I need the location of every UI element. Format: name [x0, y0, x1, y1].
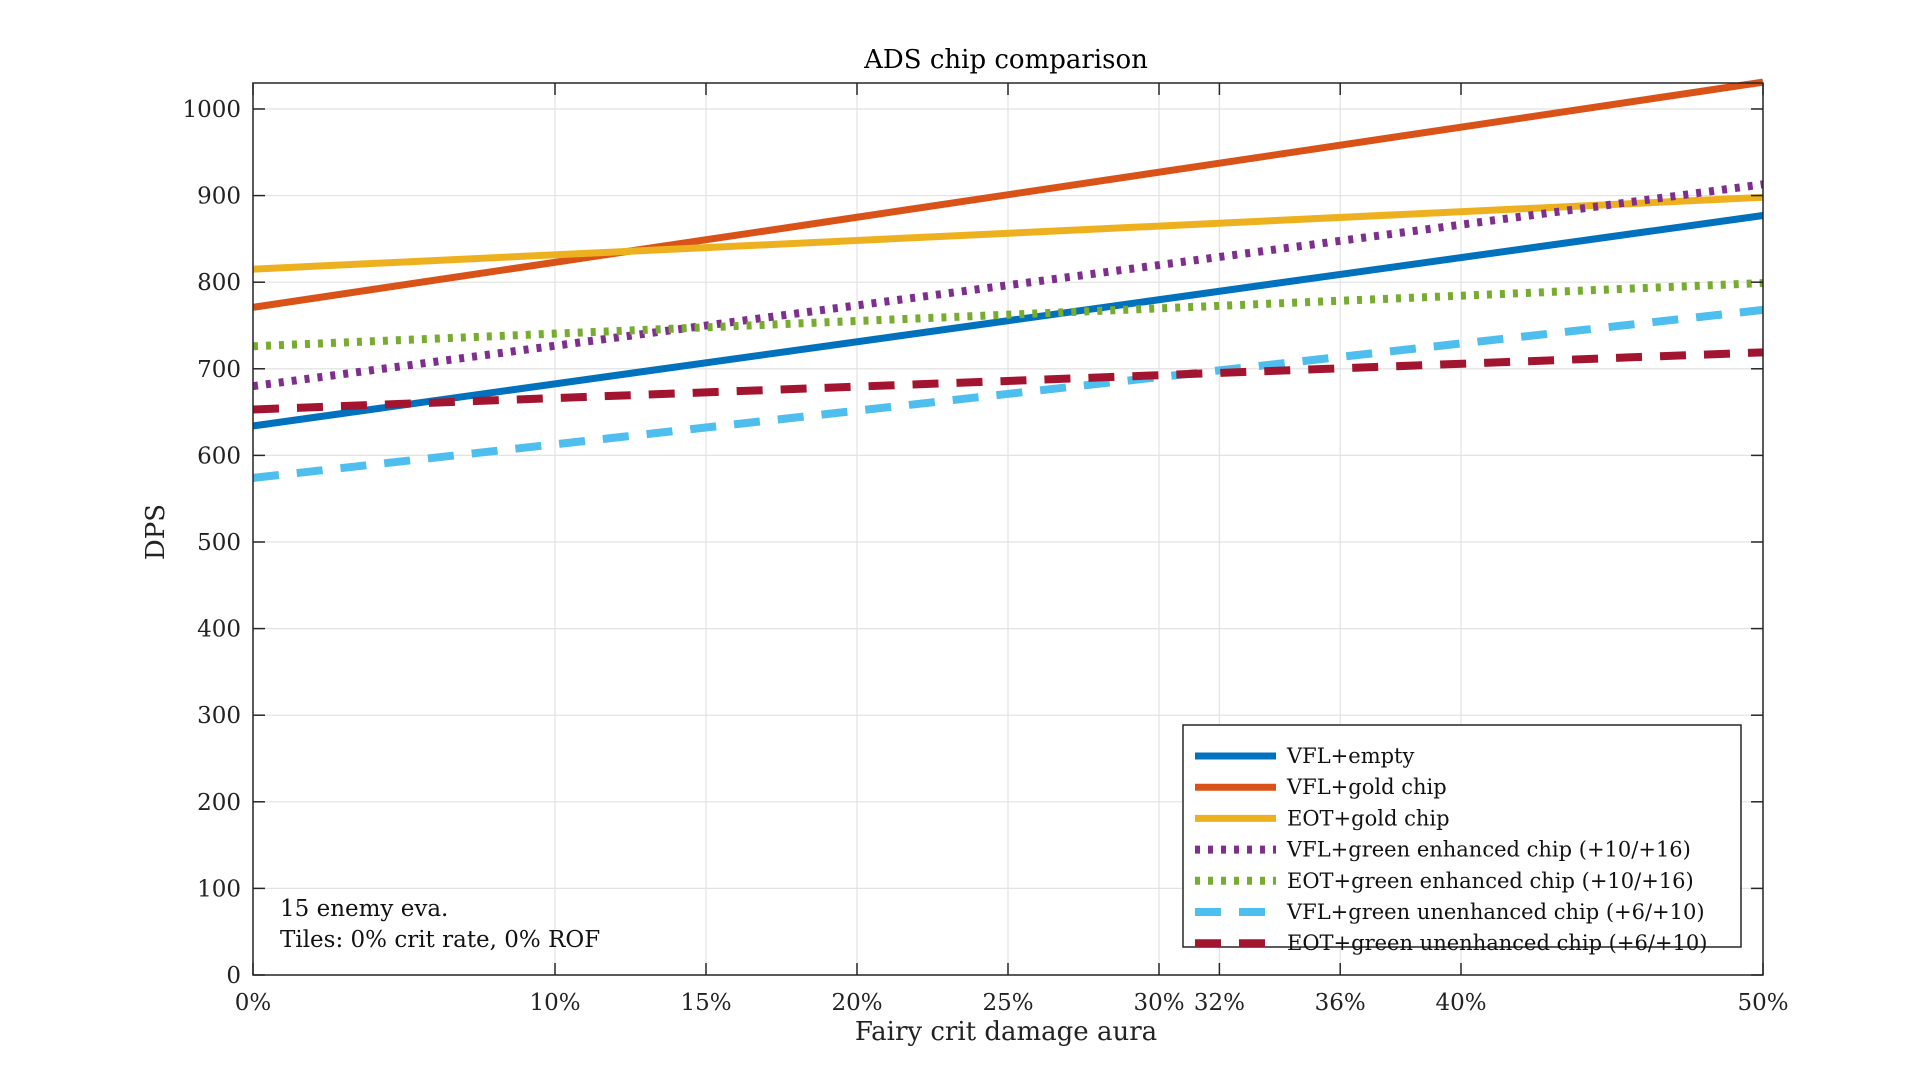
legend-label-5: EOT+green enhanced chip (+10/+16) — [1287, 869, 1694, 893]
x-tick-label: 0% — [235, 990, 272, 1016]
legend: VFL+empty VFL+gold chip EOT+gold chip VFL+g… — [1182, 724, 1742, 955]
legend-label-7: EOT+green unenhanced chip (+6/+10) — [1287, 931, 1707, 955]
y-tick-label: 600 — [197, 443, 241, 469]
chart-title: ADS chip comparison — [863, 45, 1148, 75]
y-tick-label: 100 — [197, 876, 241, 902]
x-tick-label: 30% — [1133, 990, 1184, 1016]
x-tick-label: 15% — [680, 990, 731, 1016]
legend-label-1: VFL+empty — [1286, 744, 1415, 768]
series-line-7 — [252, 348, 1764, 414]
y-tick-label: 700 — [197, 357, 241, 383]
x-tick-label: 20% — [831, 990, 882, 1016]
annotation-enemy-eva: 15 enemy eva. — [280, 896, 448, 922]
series-line-6 — [252, 305, 1764, 482]
x-tick-label: 50% — [1737, 990, 1788, 1016]
x-tick-label: 40% — [1435, 990, 1486, 1016]
y-axis-label: DPS — [141, 504, 171, 560]
x-axis-label: Fairy crit damage aura — [855, 1017, 1157, 1047]
series-group — [252, 78, 1764, 482]
y-tick-label: 800 — [197, 270, 241, 296]
y-axis: 0 100 200 300 400 500 600 700 800 900 1000 — [182, 97, 1763, 989]
y-tick-label: 300 — [197, 703, 241, 729]
y-tick-label: 1000 — [182, 97, 241, 123]
x-axis: 0% 10% 15% 20% 25% 30% 32% 36% 40% 50% — [235, 83, 1789, 1016]
series-line-1 — [252, 212, 1764, 430]
series-line-2 — [252, 78, 1764, 311]
series-line-5 — [252, 279, 1764, 351]
x-tick-label: 36% — [1315, 990, 1366, 1016]
annotation-tiles: Tiles: 0% crit rate, 0% ROF — [280, 927, 600, 953]
x-tick-label: 25% — [982, 990, 1033, 1016]
legend-label-3: EOT+gold chip — [1287, 806, 1450, 830]
series-line-3 — [252, 193, 1764, 273]
legend-box — [1182, 724, 1742, 948]
y-tick-label: 0 — [226, 963, 241, 989]
y-tick-label: 400 — [197, 617, 241, 643]
x-tick-label: 10% — [529, 990, 580, 1016]
y-tick-label: 200 — [197, 790, 241, 816]
legend-label-4: VFL+green enhanced chip (+10/+16) — [1286, 838, 1691, 862]
y-tick-label: 500 — [197, 530, 241, 556]
y-tick-label: 900 — [197, 184, 241, 210]
x-tick-label: 32% — [1194, 990, 1245, 1016]
legend-label-2: VFL+gold chip — [1286, 775, 1447, 799]
legend-label-6: VFL+green unenhanced chip (+6/+10) — [1286, 900, 1705, 924]
